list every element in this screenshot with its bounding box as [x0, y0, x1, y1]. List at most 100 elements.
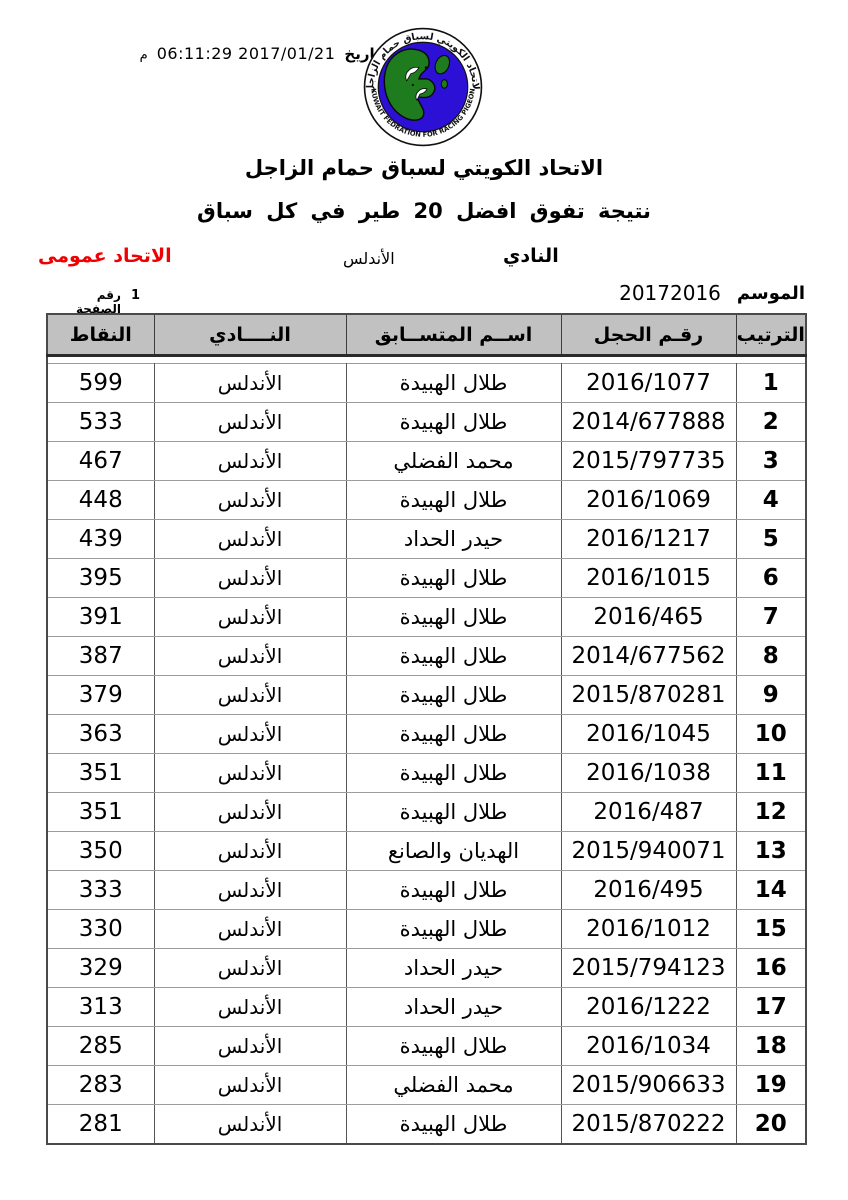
club-value: الأندلس: [343, 249, 395, 268]
rank-cell: 5: [735, 519, 807, 559]
competitor-name-cell: طلال الهبيدة: [345, 792, 562, 832]
ring-number-cell: 2016/1045: [560, 714, 737, 754]
ring-number-cell: 2016/1077: [560, 363, 737, 403]
competitor-name-cell: طلال الهبيدة: [345, 1104, 562, 1145]
header-competitor-name: اســم المتســابق: [345, 313, 562, 357]
competitor-name-cell: طلال الهبيدة: [345, 870, 562, 910]
competitor-name-cell: طلال الهبيدة: [345, 597, 562, 637]
ring-number-cell: 2016/495: [560, 870, 737, 910]
rank-cell: 13: [735, 831, 807, 871]
points-cell: 467: [46, 441, 155, 481]
rank-cell: 19: [735, 1065, 807, 1105]
competitor-name-cell: طلال الهبيدة: [345, 636, 562, 676]
ring-number-cell: 2016/465: [560, 597, 737, 637]
points-cell: 387: [46, 636, 155, 676]
ring-number-cell: 2016/1012: [560, 909, 737, 949]
page-title: الاتحاد الكويتي لسباق حمام الزاجل: [244, 156, 604, 180]
page-subtitle: نتيجة تفوق افضل 20 طير في كل سباق: [197, 199, 651, 223]
points-cell: 330: [46, 909, 155, 949]
ring-number-cell: 2014/677562: [560, 636, 737, 676]
rank-cell: 15: [735, 909, 807, 949]
club-cell: الأندلس: [153, 441, 347, 481]
table-row: 5 2016/1217 حيدر الحداد الأندلس 439: [46, 519, 807, 559]
page-number-label: رقم الصفحة: [75, 288, 121, 316]
club-cell: الأندلس: [153, 402, 347, 442]
competitor-name-cell: حيدر الحداد: [345, 948, 562, 988]
ring-number-cell: 2015/870222: [560, 1104, 737, 1145]
club-cell: الأندلس: [153, 1104, 347, 1145]
points-cell: 351: [46, 792, 155, 832]
points-cell: 329: [46, 948, 155, 988]
competitor-name-cell: الهديان والصانع: [345, 831, 562, 871]
table-row: 3 2015/797735 محمد الفضلي الأندلس 467: [46, 441, 807, 481]
table-row: 6 2016/1015 طلال الهبيدة الأندلس 395: [46, 558, 807, 598]
rank-cell: 7: [735, 597, 807, 637]
season-label: الموسم: [736, 283, 805, 304]
rank-cell: 3: [735, 441, 807, 481]
table-row: 8 2014/677562 طلال الهبيدة الأندلس 387: [46, 636, 807, 676]
points-cell: 391: [46, 597, 155, 637]
club-cell: الأندلس: [153, 714, 347, 754]
competitor-name-cell: طلال الهبيدة: [345, 480, 562, 520]
federation-logo-icon: الاتحاد الكويتي لسباق حمام الزاجل KUWAIT…: [360, 18, 483, 147]
ring-number-cell: 2016/1038: [560, 753, 737, 793]
points-cell: 350: [46, 831, 155, 871]
points-cell: 533: [46, 402, 155, 442]
ring-number-cell: 2015/906633: [560, 1065, 737, 1105]
rank-cell: 10: [735, 714, 807, 754]
competitor-name-cell: حيدر الحداد: [345, 987, 562, 1027]
rank-cell: 16: [735, 948, 807, 988]
rank-cell: 17: [735, 987, 807, 1027]
rank-cell: 12: [735, 792, 807, 832]
pigeon-icon: [415, 88, 428, 102]
competitor-name-cell: طلال الهبيدة: [345, 675, 562, 715]
rank-cell: 8: [735, 636, 807, 676]
rank-cell: 4: [735, 480, 807, 520]
club-cell: الأندلس: [153, 636, 347, 676]
table-row: 18 2016/1034 طلال الهبيدة الأندلس 285: [46, 1026, 807, 1066]
club-label: النادي: [503, 245, 559, 267]
club-cell: الأندلس: [153, 909, 347, 949]
table-row: 4 2016/1069 طلال الهبيدة الأندلس 448: [46, 480, 807, 520]
page-number-value: 1: [130, 288, 140, 303]
ring-number-cell: 2016/1034: [560, 1026, 737, 1066]
meridiem-suffix: م: [139, 48, 148, 63]
table-row: 19 2015/906633 محمد الفضلي الأندلس 283: [46, 1065, 807, 1105]
rank-cell: 14: [735, 870, 807, 910]
table-row: 13 2015/940071 الهديان والصانع الأندلس 350: [46, 831, 807, 871]
competitor-name-cell: طلال الهبيدة: [345, 753, 562, 793]
header-ring-number: رقـم الحجل: [560, 313, 737, 357]
rank-cell: 20: [735, 1104, 807, 1145]
table-row: 17 2016/1222 حيدر الحداد الأندلس 313: [46, 987, 807, 1027]
season-value: 20172016: [619, 281, 721, 305]
page-number: 1 رقم الصفحة: [52, 288, 140, 316]
ring-number-cell: 2016/487: [560, 792, 737, 832]
points-cell: 351: [46, 753, 155, 793]
rank-cell: 11: [735, 753, 807, 793]
points-cell: 283: [46, 1065, 155, 1105]
competitor-name-cell: طلال الهبيدة: [345, 402, 562, 442]
table-row: 11 2016/1038 طلال الهبيدة الأندلس 351: [46, 753, 807, 793]
table-row: 9 2015/870281 طلال الهبيدة الأندلس 379: [46, 675, 807, 715]
ring-number-cell: 2016/1217: [560, 519, 737, 559]
date-value: 06:11:29 2017/01/21: [156, 44, 336, 63]
rank-cell: 2: [735, 402, 807, 442]
points-cell: 379: [46, 675, 155, 715]
table-row: 20 2015/870222 طلال الهبيدة الأندلس 281: [46, 1104, 807, 1145]
ring-number-cell: 2015/794123: [560, 948, 737, 988]
competitor-name-cell: طلال الهبيدة: [345, 558, 562, 598]
rank-cell: 1: [735, 363, 807, 403]
club-cell: الأندلس: [153, 948, 347, 988]
table-row: 15 2016/1012 طلال الهبيدة الأندلس 330: [46, 909, 807, 949]
ring-number-cell: 2016/1069: [560, 480, 737, 520]
points-cell: 599: [46, 363, 155, 403]
points-cell: 363: [46, 714, 155, 754]
club-cell: الأندلس: [153, 480, 347, 520]
header-gap-row: [47, 355, 806, 364]
results-table: الترتيب رقـم الحجل اســم المتســابق النـ…: [46, 313, 807, 1145]
points-cell: 281: [46, 1104, 155, 1145]
competitor-name-cell: طلال الهبيدة: [345, 714, 562, 754]
pigeon-icon: [405, 66, 420, 82]
club-cell: الأندلس: [153, 753, 347, 793]
